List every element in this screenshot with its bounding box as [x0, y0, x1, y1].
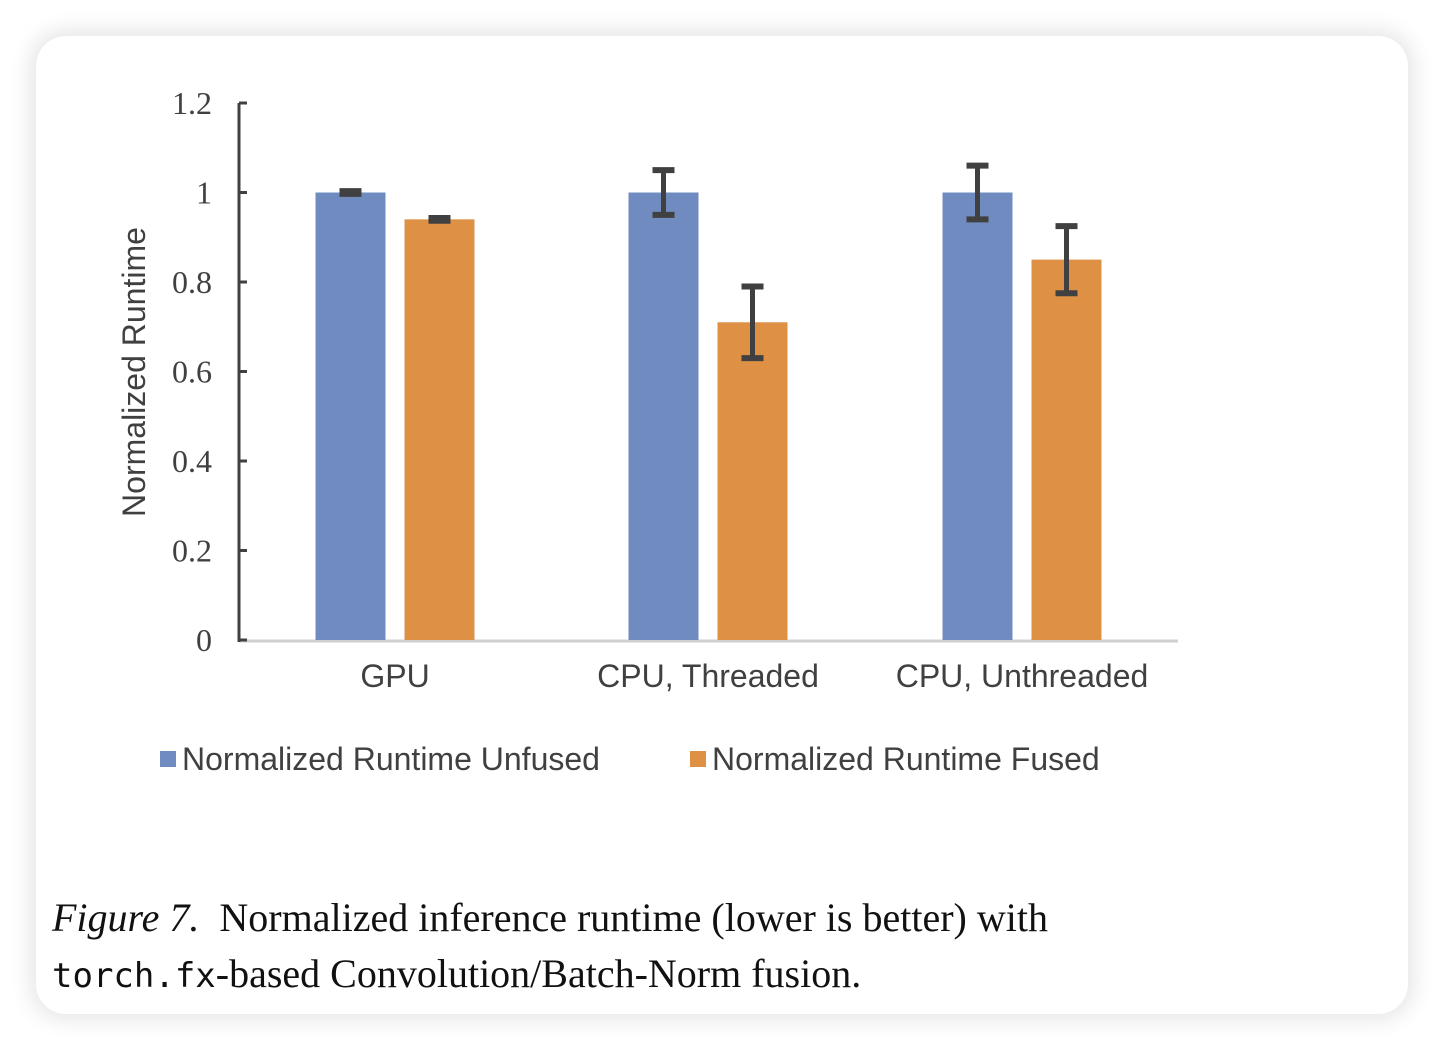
bar-chart: 0 0.2 0.4 0.6 0.8 1 1.2 GPU CPU, Threaded CPU, U… — [116, 85, 1178, 777]
bar-fused — [717, 322, 788, 640]
bar-fused — [404, 219, 475, 640]
bars — [315, 162, 1102, 640]
bar-unfused — [628, 192, 699, 640]
caption-code: torch.fx — [52, 956, 216, 996]
error-bar — [1055, 223, 1078, 297]
y-tick-label: 0.6 — [172, 354, 212, 390]
figure-label: Figure 7. — [52, 895, 200, 940]
bar-fused — [1031, 259, 1102, 640]
legend-label: Normalized Runtime Fused — [712, 741, 1100, 777]
error-bar — [652, 167, 675, 218]
y-tick-label: 1 — [196, 175, 212, 211]
y-tick-label: 0 — [196, 622, 212, 658]
legend-swatch — [160, 751, 176, 767]
y-tick-label: 1.2 — [172, 85, 212, 121]
y-tick-label: 0.4 — [172, 443, 212, 479]
figure-caption: Figure 7. Normalized inference runtime (… — [52, 890, 1252, 1004]
x-tick-label: CPU, Threaded — [597, 658, 819, 694]
error-bar — [428, 215, 451, 224]
legend: Normalized Runtime Unfused Normalized Run… — [160, 741, 1100, 777]
x-tick-label: CPU, Unthreaded — [896, 658, 1149, 694]
x-tick-label: GPU — [360, 658, 429, 694]
legend-item: Normalized Runtime Unfused — [160, 741, 600, 777]
error-bar — [741, 283, 764, 362]
y-tick-label: 0.2 — [172, 533, 212, 569]
caption-line2: -based Convolution/Batch-Norm fusion. — [215, 951, 862, 996]
y-axis: 0 0.2 0.4 0.6 0.8 1 1.2 — [172, 85, 1178, 658]
bar-unfused — [315, 192, 386, 640]
legend-item: Normalized Runtime Fused — [690, 741, 1100, 777]
x-axis-labels: GPU CPU, Threaded CPU, Unthreaded — [360, 658, 1148, 694]
y-axis-label: Normalized Runtime — [116, 227, 152, 517]
legend-swatch — [690, 751, 706, 767]
bar-unfused — [942, 192, 1013, 640]
legend-label: Normalized Runtime Unfused — [182, 741, 600, 777]
error-bar — [339, 188, 362, 197]
caption-line1: Normalized inference runtime (lower is b… — [219, 895, 1048, 940]
error-bar — [966, 162, 989, 223]
y-tick-label: 0.8 — [172, 264, 212, 300]
